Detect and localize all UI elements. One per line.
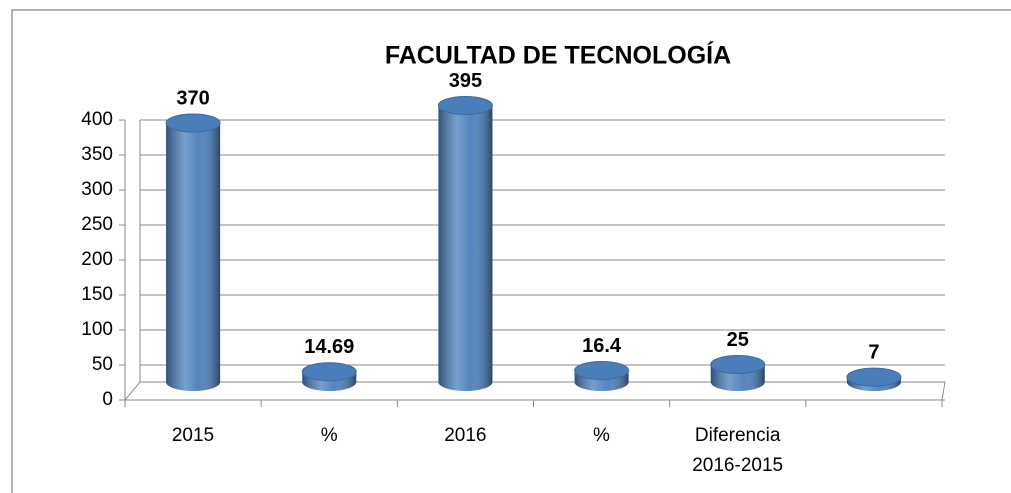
data-label: 370 xyxy=(176,87,209,109)
y-tick-label: 100 xyxy=(81,319,113,340)
y-tick-label: 300 xyxy=(81,179,113,200)
bar xyxy=(165,113,221,392)
y-tick-label: 150 xyxy=(81,284,113,305)
floor xyxy=(124,381,946,401)
y-tick-label: 350 xyxy=(81,144,113,165)
y-tick-label: 0 xyxy=(102,389,113,410)
x-tick-label: Diferencia 2016-2015 xyxy=(692,425,784,476)
bar xyxy=(437,96,493,392)
x-tick-label: 2016 xyxy=(444,425,487,446)
bar xyxy=(710,355,766,392)
y-tick-label: 200 xyxy=(81,249,113,270)
data-label: 14.69 xyxy=(304,336,354,358)
bar xyxy=(574,361,630,392)
x-tick-label: 2015 xyxy=(171,425,215,446)
bar xyxy=(301,362,357,392)
data-label: 7 xyxy=(868,341,879,363)
bar xyxy=(846,367,902,392)
chart-border xyxy=(11,9,1011,493)
data-label: 395 xyxy=(449,70,482,92)
data-label: 25 xyxy=(727,329,749,351)
chart-title: FACULTAD DE TECNOLOGÍA xyxy=(385,41,731,70)
x-tick-label: % xyxy=(593,425,610,446)
y-tick-label: 50 xyxy=(92,354,113,375)
y-tick-label: 250 xyxy=(81,214,113,235)
y-tick-label: 400 xyxy=(81,109,113,130)
data-label: 16.4 xyxy=(582,335,622,357)
x-tick-label: % xyxy=(320,425,338,446)
